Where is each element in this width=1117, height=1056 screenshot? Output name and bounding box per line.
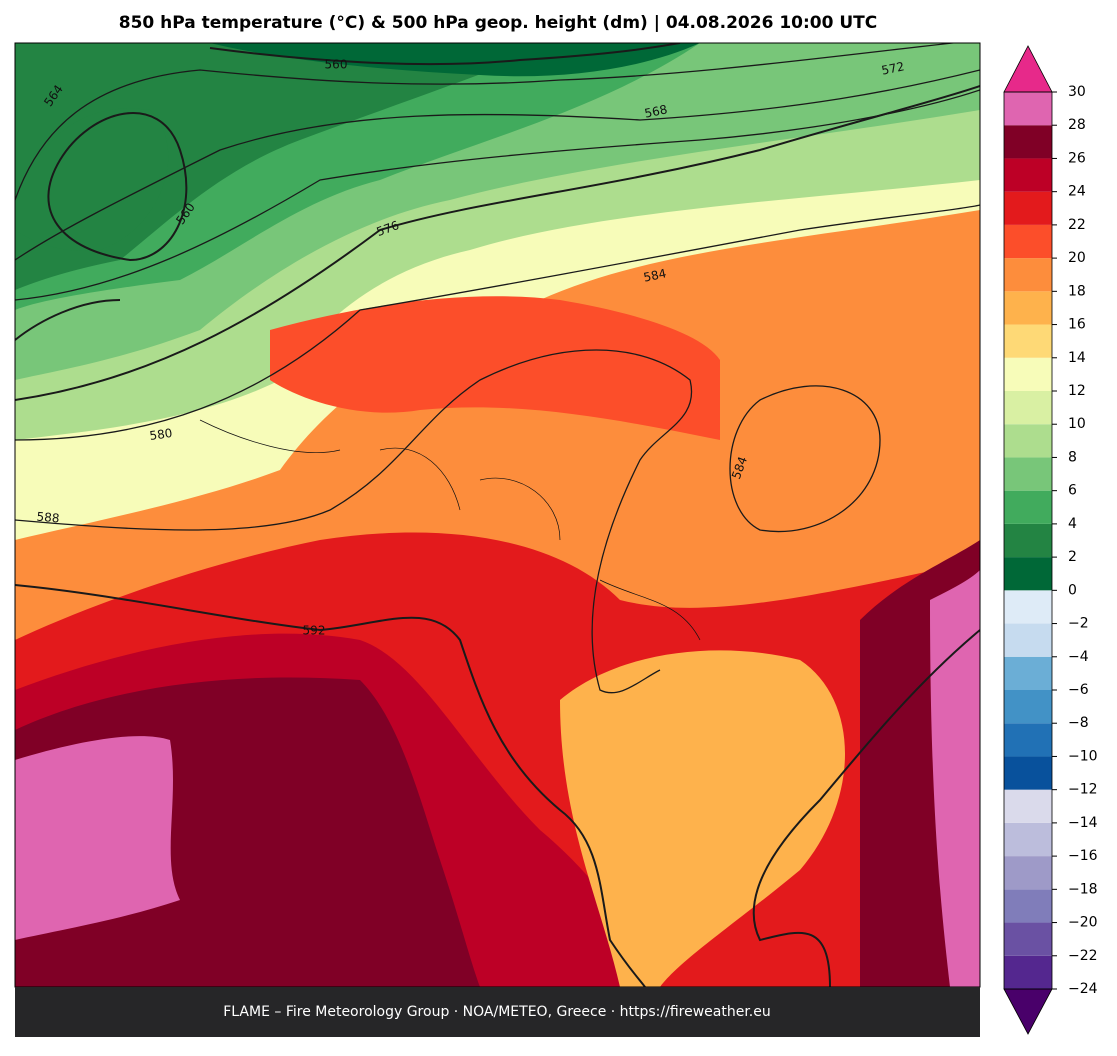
colorbar-bin (1004, 523, 1052, 558)
colorbar-bin (1004, 756, 1052, 790)
colorbar-tick-label: 4 (1068, 516, 1077, 532)
colorbar-bin (1004, 224, 1052, 259)
colorbar-tick-label: 8 (1068, 449, 1077, 465)
colorbar: −24−22−20−18−16−14−12−10−8−6−4−202468101… (1003, 45, 1098, 1035)
colorbar-bin (1004, 690, 1052, 724)
colorbar-tick-label: 2 (1068, 549, 1077, 565)
colorbar-tick-label: 10 (1068, 416, 1086, 432)
colorbar-bin (1004, 590, 1052, 624)
colorbar-tick-label: 30 (1068, 84, 1086, 100)
colorbar-bin (1004, 258, 1052, 292)
colorbar-tick-label: −20 (1068, 915, 1098, 931)
colorbar-bin (1004, 955, 1052, 989)
colorbar-tick-label: 22 (1068, 217, 1086, 233)
footer: FLAME – Fire Meteorology Group · NOA/MET… (223, 1004, 771, 1020)
contour-label: 580 (149, 426, 174, 443)
colorbar-bin (1004, 357, 1052, 391)
colorbar-tick-label: 20 (1068, 250, 1086, 266)
colorbar-bin (1004, 125, 1052, 159)
colorbar-bin (1004, 324, 1052, 358)
colorbar-tick-label: 0 (1068, 582, 1077, 598)
contour-label: 588 (36, 510, 60, 526)
contour-label: 568 (643, 102, 668, 120)
colorbar-over (1003, 45, 1053, 93)
colorbar-tick-label: −6 (1068, 682, 1089, 698)
colorbar-bin (1004, 723, 1052, 757)
colorbar-bin (1004, 92, 1052, 126)
colorbar-bin (1004, 391, 1052, 425)
colorbar-tick-label: 26 (1068, 150, 1086, 166)
colorbar-bin (1004, 457, 1052, 491)
contour-label: 572 (880, 59, 905, 77)
colorbar-bin (1004, 856, 1052, 890)
colorbar-bin (1004, 557, 1052, 591)
colorbar-bin (1004, 424, 1052, 458)
colorbar-tick-label: 28 (1068, 117, 1086, 133)
colorbar-tick-label: −12 (1068, 782, 1098, 798)
colorbar-tick-label: −24 (1068, 981, 1098, 997)
colorbar-tick-label: 6 (1068, 483, 1077, 499)
colorbar-tick-label: 16 (1068, 317, 1086, 333)
footer-bar (15, 987, 980, 1037)
colorbar-tick-label: −14 (1068, 815, 1098, 831)
contour-label: 584 (642, 266, 667, 284)
colorbar-bin (1004, 191, 1052, 225)
colorbar-bin (1004, 922, 1052, 956)
colorbar-bin (1004, 490, 1052, 524)
colorbar-tick-label: −10 (1068, 748, 1098, 764)
colorbar-under (1003, 988, 1053, 1035)
map: 560 564 568 572 576 560 584 580 588 592 … (15, 43, 980, 987)
colorbar-bin (1004, 789, 1052, 823)
colorbar-tick-label: 12 (1068, 383, 1086, 399)
colorbar-tick-label: −2 (1068, 616, 1089, 632)
colorbar-bin (1004, 656, 1052, 690)
contour-label: 592 (303, 624, 326, 638)
colorbar-bin (1004, 889, 1052, 923)
contour-label: 560 (325, 58, 348, 72)
colorbar-tick-label: 14 (1068, 350, 1086, 366)
colorbar-bin (1004, 291, 1052, 325)
colorbar-tick-label: −18 (1068, 881, 1098, 897)
colorbar-bin (1004, 623, 1052, 657)
colorbar-bin (1004, 822, 1052, 857)
colorbar-tick-label: −16 (1068, 848, 1098, 864)
colorbar-tick-label: −8 (1068, 715, 1089, 731)
colorbar-tick-label: −4 (1068, 649, 1089, 665)
colorbar-frame (1003, 91, 1053, 990)
colorbar-tick-label: 24 (1068, 184, 1086, 200)
title: 850 hPa temperature (°C) & 500 hPa geop.… (119, 13, 878, 33)
colorbar-tick-label: 18 (1068, 283, 1086, 299)
colorbar-bin (1004, 158, 1052, 192)
colorbar-tick-label: −22 (1068, 948, 1098, 964)
